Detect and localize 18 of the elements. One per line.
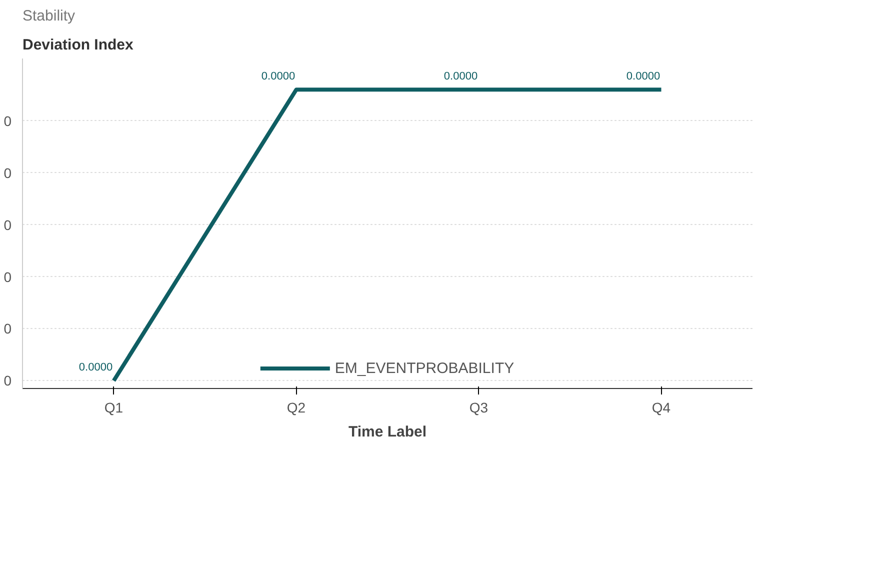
x-axis-title: Time Label — [348, 424, 427, 440]
data-label: 0.0000 — [78, 362, 113, 374]
y-tick-label: 0 — [4, 372, 12, 389]
data-label: 0.0000 — [626, 70, 660, 83]
y-tick-label: 0 — [4, 112, 12, 129]
y-tick-label: 0 — [4, 164, 12, 181]
y-tick-label: 0 — [4, 216, 12, 233]
data-label: 0.0000 — [261, 70, 296, 83]
x-tick-label: Q2 — [286, 400, 306, 416]
y-tick-label: 0 — [4, 320, 12, 337]
y-axis-title: Deviation Index — [22, 36, 134, 54]
chart-title: Stability — [22, 8, 76, 24]
x-tick-label: Q1 — [104, 400, 124, 416]
x-tick-label: Q3 — [469, 400, 488, 416]
y-tick-label: 0 — [4, 268, 12, 285]
data-label: 0.0000 — [444, 70, 478, 83]
x-tick-label: Q4 — [652, 400, 671, 416]
legend-label: EM_EVENTPROBABILITY — [334, 360, 514, 376]
